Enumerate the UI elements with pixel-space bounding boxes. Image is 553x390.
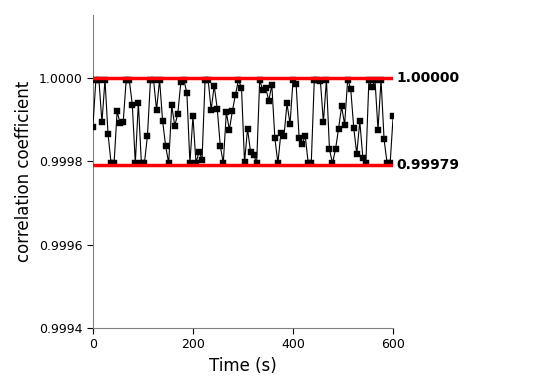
Text: 0.99979: 0.99979 [396, 158, 459, 172]
X-axis label: Time (s): Time (s) [209, 357, 277, 375]
Y-axis label: correlation coefficient: correlation coefficient [15, 81, 33, 262]
Text: 1.00000: 1.00000 [396, 71, 460, 85]
